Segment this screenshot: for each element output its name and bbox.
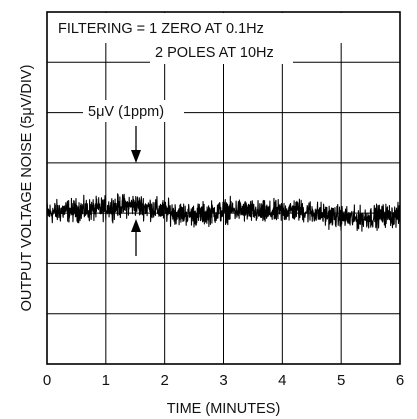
noise-trace-path xyxy=(46,193,401,232)
filtering-note-line1: FILTERING = 1 ZERO AT 0.1Hz xyxy=(58,21,264,37)
x-tick-label: 0 xyxy=(43,372,51,389)
x-tick-labels: 0 1 2 3 4 5 6 xyxy=(43,372,404,389)
plot-frame xyxy=(46,11,401,365)
x-tick-label: 4 xyxy=(278,372,286,389)
filtering-note-line2: 2 POLES AT 10Hz xyxy=(155,45,274,61)
x-axis-title: TIME (MINUTES) xyxy=(167,401,281,417)
annotations: FILTERING = 1 ZERO AT 0.1Hz 2 POLES AT 1… xyxy=(56,13,348,256)
x-tick-label: 2 xyxy=(160,372,168,389)
x-tick-label: 6 xyxy=(396,372,404,389)
noise-trace xyxy=(46,193,401,232)
marker-arrow-down-head xyxy=(131,150,141,163)
x-tick-label: 3 xyxy=(219,372,227,389)
noise-marker-label: 5μV (1ppm) xyxy=(88,104,164,120)
marker-arrow-up-head xyxy=(131,219,141,232)
y-axis-title: OUTPUT VOLTAGE NOISE (5μV/DIV) xyxy=(19,65,35,312)
x-tick-label: 5 xyxy=(337,372,345,389)
grid xyxy=(47,12,400,364)
x-tick-label: 1 xyxy=(102,372,110,389)
